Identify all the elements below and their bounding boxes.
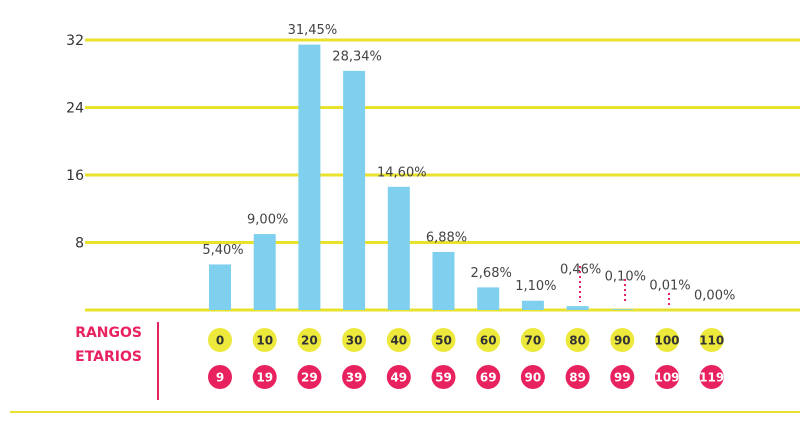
range-end-badge (610, 365, 635, 389)
range-start: 20 (301, 334, 318, 348)
range-end: 9 (216, 371, 224, 385)
range-start-badge (655, 328, 679, 352)
bar (477, 287, 500, 310)
range-start-badge (699, 328, 724, 352)
range-start: 60 (480, 334, 497, 348)
range-start-badge (520, 328, 545, 352)
range-start-badge (386, 328, 411, 352)
range-start-badge (565, 328, 590, 352)
y-tick-label: 32 (66, 33, 84, 49)
value-label: 0,46% (560, 263, 601, 278)
range-start-badge (476, 328, 501, 352)
range-start: 80 (569, 334, 586, 348)
value-label: 0,00% (694, 289, 735, 304)
range-start-badge (342, 328, 367, 352)
x-axis-label: RANGOS (75, 325, 142, 341)
range-start-badge (431, 328, 456, 352)
range-start: 110 (699, 334, 724, 348)
value-label: 2,68% (471, 266, 512, 281)
bar (253, 234, 276, 310)
range-start: 70 (525, 334, 542, 348)
value-label: 9,00% (247, 213, 288, 228)
bar (298, 44, 321, 310)
range-start: 50 (435, 334, 452, 348)
range-start: 30 (346, 334, 363, 348)
range-start-badge (252, 328, 277, 352)
range-start: 90 (614, 334, 631, 348)
value-label: 1,10% (515, 279, 556, 294)
y-tick-label: 8 (75, 236, 84, 252)
range-end-badge (297, 365, 322, 389)
range-end-badge (252, 365, 277, 389)
range-end-badge (476, 365, 501, 389)
x-axis-label: ETARIOS (75, 349, 142, 365)
bar (209, 264, 231, 310)
range-end-badge (386, 365, 411, 389)
value-label: 5,40% (202, 243, 243, 258)
value-label: 0,01% (649, 278, 690, 293)
range-end: 29 (301, 371, 318, 385)
range-end: 19 (256, 371, 273, 385)
range-start: 0 (216, 334, 224, 348)
range-end-badge (520, 365, 545, 389)
range-end: 99 (614, 371, 631, 385)
bar (521, 300, 544, 310)
range-start-badge (208, 328, 232, 352)
y-tick-label: 16 (66, 168, 84, 184)
bar (432, 251, 455, 310)
range-start: 40 (390, 334, 407, 348)
range-end: 49 (390, 371, 407, 385)
value-label: 0,10% (605, 270, 646, 285)
range-end: 69 (480, 371, 497, 385)
value-label: 31,45% (288, 23, 338, 38)
bar (387, 186, 410, 310)
value-label: 14,60% (377, 165, 427, 180)
value-label: 28,34% (332, 49, 382, 64)
range-start-badge (297, 328, 322, 352)
range-end: 59 (435, 371, 452, 385)
leader-lines (579, 266, 670, 305)
range-end-badge (342, 365, 367, 389)
range-start: 100 (654, 334, 679, 348)
bar (611, 309, 634, 310)
range-end-badge (431, 365, 456, 389)
range-end-badge (208, 365, 232, 389)
y-tick-label: 24 (66, 101, 84, 117)
range-end: 90 (525, 371, 542, 385)
range-end-badge (655, 365, 679, 389)
range-end: 119 (699, 371, 724, 385)
range-end: 39 (346, 371, 363, 385)
range-end-badge (565, 365, 590, 389)
range-start-badge (610, 328, 635, 352)
range-end: 109 (654, 371, 679, 385)
range-end-badge (699, 365, 724, 389)
range-start: 10 (256, 334, 273, 348)
bar (566, 306, 589, 310)
value-label: 6,88% (426, 230, 467, 245)
bar (343, 70, 366, 310)
range-end: 89 (569, 371, 586, 385)
